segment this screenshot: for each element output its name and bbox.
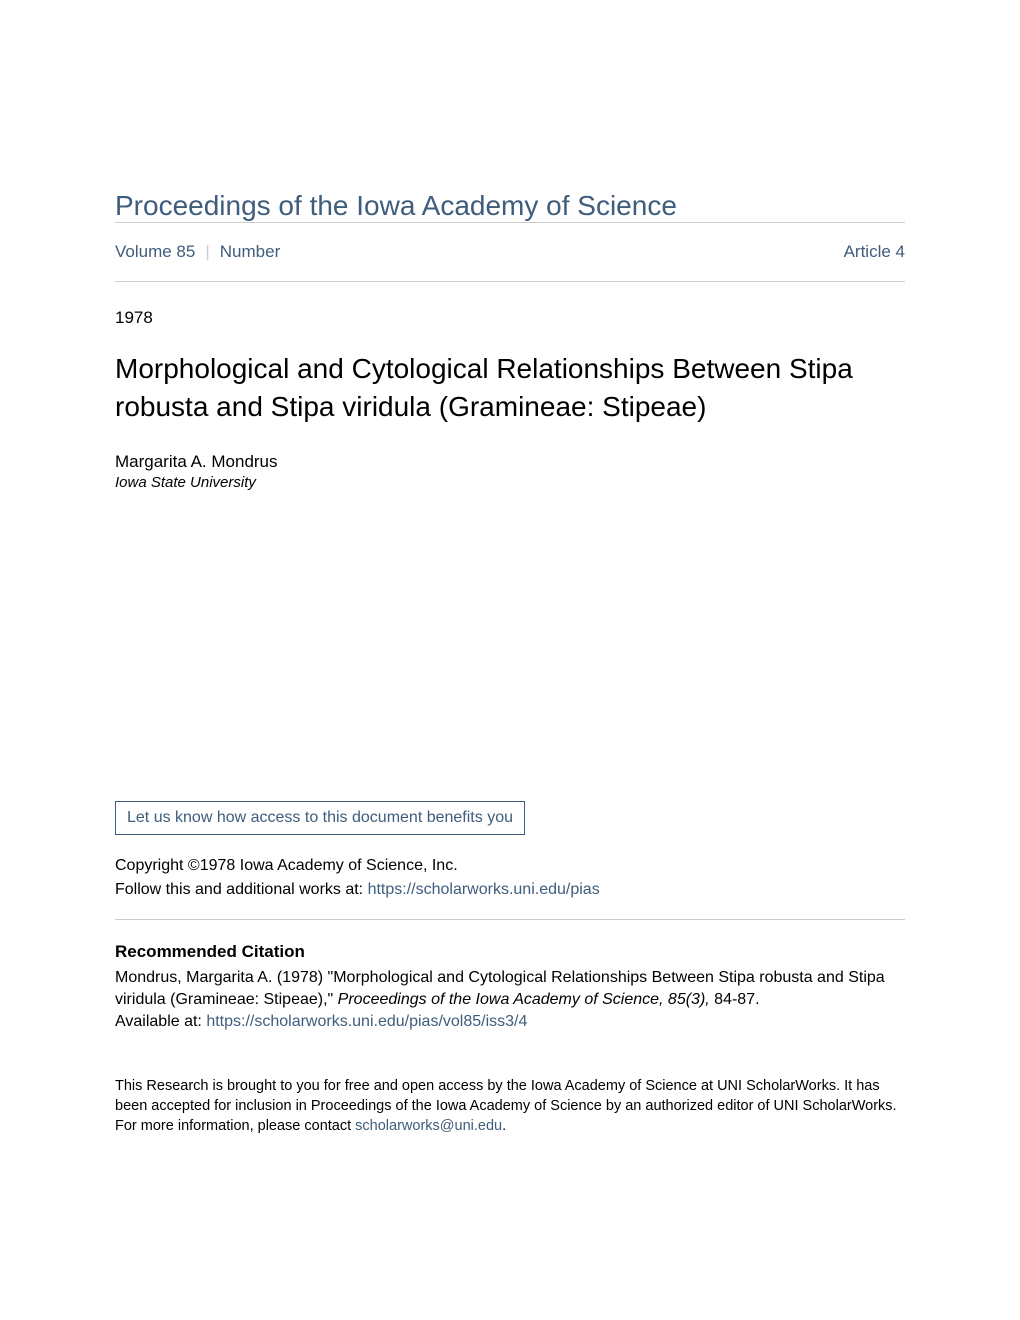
footer-part2: . — [502, 1118, 506, 1134]
citation-header: Recommended Citation — [115, 942, 905, 962]
publication-year: 1978 — [115, 282, 905, 350]
nav-left: Volume 85 | Number — [115, 242, 280, 262]
citation-journal-italic: Proceedings of the Iowa Academy of Scien… — [338, 991, 710, 1008]
footer-email-link[interactable]: scholarworks@uni.edu — [355, 1118, 502, 1134]
article-title: Morphological and Cytological Relationsh… — [115, 350, 905, 426]
divider-citation — [115, 919, 905, 920]
author-affiliation: Iowa State University — [115, 474, 905, 491]
breadcrumb-nav: Volume 85 | Number Article 4 — [115, 223, 905, 281]
nav-separator: | — [205, 242, 209, 262]
follow-url-link[interactable]: https://scholarworks.uni.edu/pias — [368, 881, 600, 898]
follow-line: Follow this and additional works at: htt… — [115, 881, 905, 899]
spacer — [115, 491, 905, 801]
copyright-text: Copyright ©1978 Iowa Academy of Science,… — [115, 857, 905, 875]
article-link[interactable]: Article 4 — [844, 242, 905, 262]
citation-text: Mondrus, Margarita A. (1978) "Morphologi… — [115, 967, 905, 1034]
available-prefix: Available at: — [115, 1013, 206, 1030]
author-name: Margarita A. Mondrus — [115, 452, 905, 472]
citation-part2: 84-87. — [710, 991, 760, 1008]
volume-link[interactable]: Volume 85 — [115, 242, 195, 262]
follow-prefix: Follow this and additional works at: — [115, 881, 368, 898]
footer-text: This Research is brought to you for free… — [115, 1076, 905, 1137]
available-url-link[interactable]: https://scholarworks.uni.edu/pias/vol85/… — [206, 1013, 527, 1030]
number-link[interactable]: Number — [220, 242, 280, 262]
journal-title-link[interactable]: Proceedings of the Iowa Academy of Scien… — [115, 190, 677, 221]
benefits-link[interactable]: Let us know how access to this document … — [115, 801, 525, 835]
